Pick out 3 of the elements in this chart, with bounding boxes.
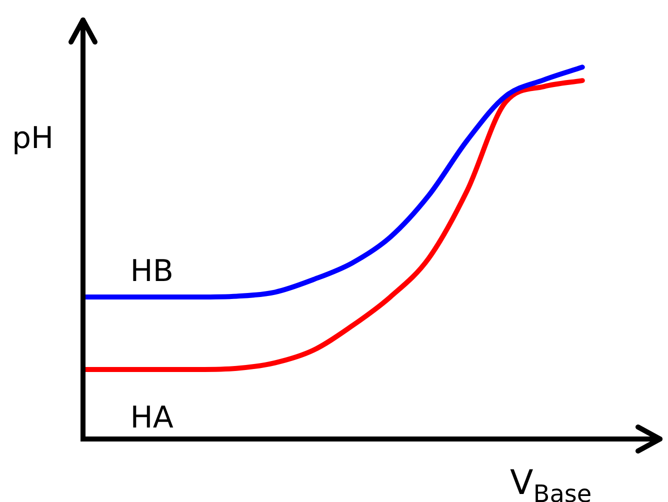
series-label: HB <box>130 254 174 289</box>
series-label: HA <box>130 400 174 436</box>
y-axis-title: pH <box>12 121 54 156</box>
